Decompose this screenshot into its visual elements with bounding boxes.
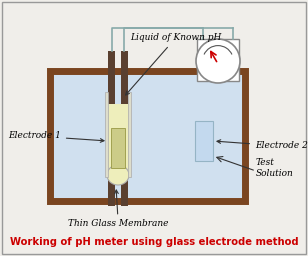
Circle shape bbox=[196, 39, 240, 83]
Bar bbox=[195, 121, 213, 161]
Text: Electrode 1: Electrode 1 bbox=[8, 132, 104, 142]
Bar bbox=[121, 96, 128, 206]
Bar bbox=[50, 71, 245, 201]
Text: Electrode 2: Electrode 2 bbox=[217, 140, 308, 151]
Bar bbox=[107, 104, 129, 177]
Bar bbox=[111, 128, 125, 168]
Bar bbox=[105, 92, 108, 177]
Bar bbox=[108, 51, 115, 106]
Bar bbox=[108, 96, 115, 206]
Bar bbox=[53, 74, 242, 198]
Text: Thin Glass Membrane: Thin Glass Membrane bbox=[68, 190, 168, 229]
Bar bbox=[121, 51, 128, 106]
Text: Working of pH meter using glass electrode method: Working of pH meter using glass electrod… bbox=[10, 237, 298, 247]
Text: Liquid of Known pH: Liquid of Known pH bbox=[126, 34, 221, 95]
Text: Test
Solution: Test Solution bbox=[256, 158, 294, 178]
Bar bbox=[128, 92, 131, 177]
Bar bbox=[197, 39, 239, 81]
Ellipse shape bbox=[107, 165, 129, 185]
